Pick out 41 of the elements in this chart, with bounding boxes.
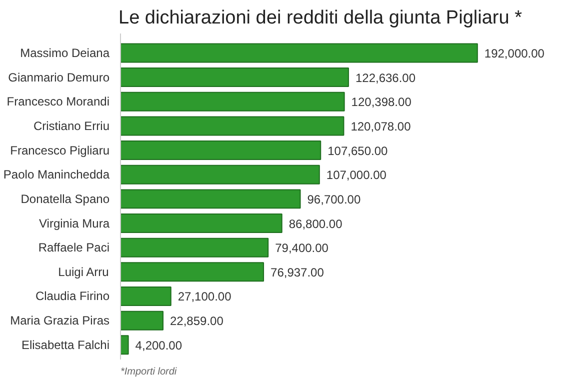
y-tick-label: Virginia Mura <box>39 216 110 230</box>
y-tick-label: Raffaele Paci <box>38 240 110 255</box>
y-tick-label: Claudia Firino <box>35 289 110 304</box>
y-tick-label: Luigi Arru <box>58 264 109 279</box>
data-label: 107,650.00 <box>328 144 388 158</box>
bar <box>120 140 322 160</box>
data-label: 120,398.00 <box>351 95 412 110</box>
y-tick-label: Donatella Spano <box>20 192 110 206</box>
bar <box>120 262 264 282</box>
bar <box>120 310 164 330</box>
data-label: 4,200.00 <box>135 338 182 352</box>
y-tick-label: Francesco Morandi <box>6 94 110 109</box>
data-label: 86,800.00 <box>288 216 343 231</box>
text: *Importi lordi <box>120 366 178 378</box>
y-tick-label: Elisabetta Falchi <box>21 338 110 352</box>
bar <box>120 214 282 234</box>
y-tick-label: Gianmario Demuro <box>8 70 110 84</box>
data-label: 76,937.00 <box>270 265 324 280</box>
bar <box>120 238 269 258</box>
y-tick-label: Cristiano Erriu <box>33 118 110 133</box>
bar <box>120 92 345 112</box>
y-tick-label: Maria Grazia Piras <box>10 314 110 328</box>
data-label: 79,400.00 <box>275 241 329 256</box>
bar <box>120 335 129 355</box>
chart-title: Le dichiarazioni dei redditi della giunta Pigliaru * <box>118 8 523 28</box>
bar <box>120 164 320 184</box>
y-tick-label: Francesco Pigliaru <box>10 143 110 158</box>
bar <box>120 116 344 136</box>
bar <box>120 68 349 88</box>
y-tick-label: Paolo Maninchedda <box>3 168 110 182</box>
bar <box>120 189 301 209</box>
bar <box>120 286 172 306</box>
data-label: 107,000.00 <box>326 168 387 182</box>
y-tick-label: Massimo Deiana <box>20 46 110 60</box>
bar <box>120 43 478 63</box>
data-label: 122,636.00 <box>355 70 416 85</box>
data-label: 27,100.00 <box>178 290 232 304</box>
data-label: 22,859.00 <box>170 314 224 328</box>
data-label: 120,078.00 <box>350 119 412 134</box>
data-label: 192,000.00 <box>484 46 545 60</box>
data-label: 96,700.00 <box>307 192 361 206</box>
